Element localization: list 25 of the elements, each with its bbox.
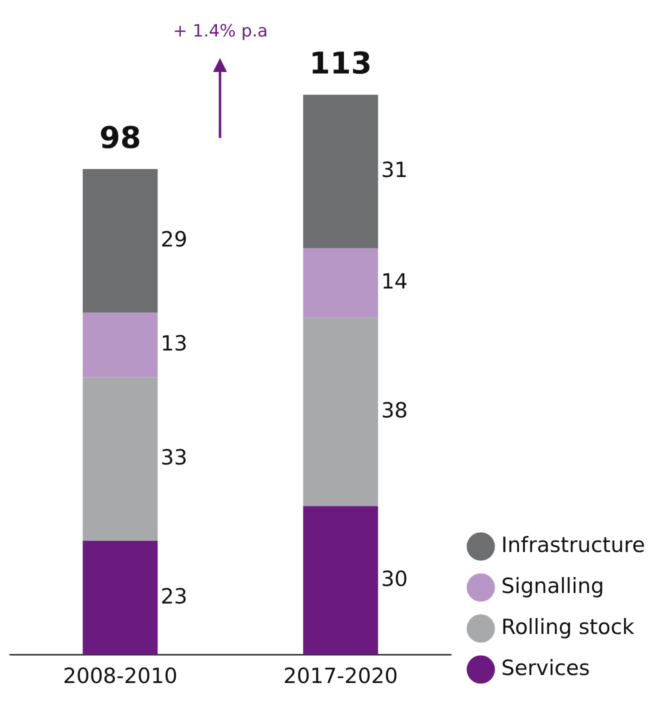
legend-label: Infrastructure [501, 532, 646, 557]
data-label: 13 [160, 331, 188, 356]
legend-label: Signalling [501, 574, 604, 598]
data-label: 38 [381, 398, 408, 422]
data-label: 23 [160, 584, 188, 608]
data-label: 31 [381, 158, 408, 182]
total-label: 98 [99, 120, 142, 156]
x-tick-label: 2017-2020 [283, 664, 398, 688]
legend-label: Rolling stock [501, 614, 636, 639]
data-label: 14 [381, 270, 408, 294]
bar [303, 94, 378, 248]
data-label: 33 [160, 445, 188, 470]
bar [303, 248, 378, 318]
data-label: 30 [381, 566, 408, 591]
total-label: 113 [309, 46, 372, 82]
legend-label: Services [501, 656, 590, 680]
bar [303, 506, 378, 655]
bar [82, 377, 158, 541]
data-label: 29 [160, 227, 188, 252]
bar [82, 540, 158, 655]
x-tick-label: 2008-2010 [62, 664, 178, 688]
bar [82, 312, 158, 378]
bar [303, 318, 378, 506]
bar [82, 169, 158, 313]
text: + 1.4% p.a [172, 21, 268, 42]
